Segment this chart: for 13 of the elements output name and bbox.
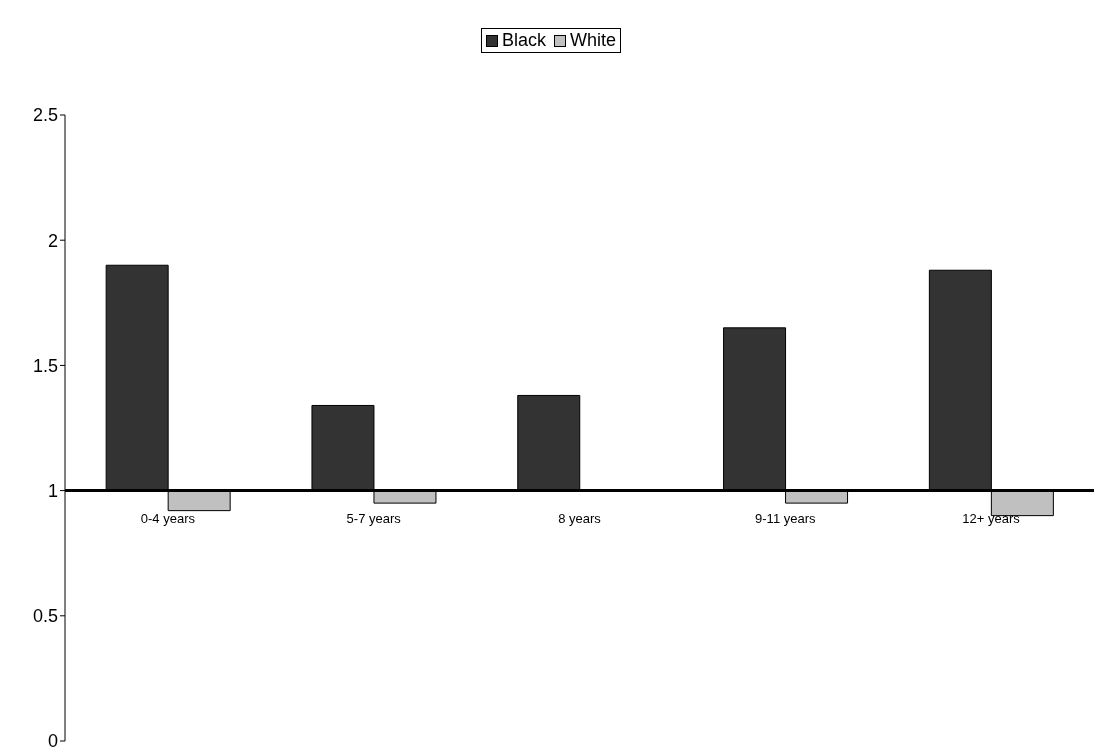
y-tick-label: 2.5: [32, 105, 58, 126]
x-tick-label: 8 years: [558, 511, 602, 527]
y-tick-label: 2: [47, 230, 58, 251]
x-tick-label: 0-4 years: [140, 511, 196, 527]
y-tick-label: 0.5: [32, 606, 58, 627]
y-tick-label: 1.5: [32, 355, 58, 376]
y-tick-label: 1: [47, 480, 58, 501]
x-tick-label: 5-7 years: [346, 511, 402, 527]
legend-label: White: [569, 30, 617, 51]
legend-label: Black: [501, 30, 546, 51]
x-tick-label: 9-11 years: [755, 511, 817, 527]
x-tick-label: 12+ years: [962, 511, 1021, 527]
y-tick-label: 0: [47, 731, 58, 751]
